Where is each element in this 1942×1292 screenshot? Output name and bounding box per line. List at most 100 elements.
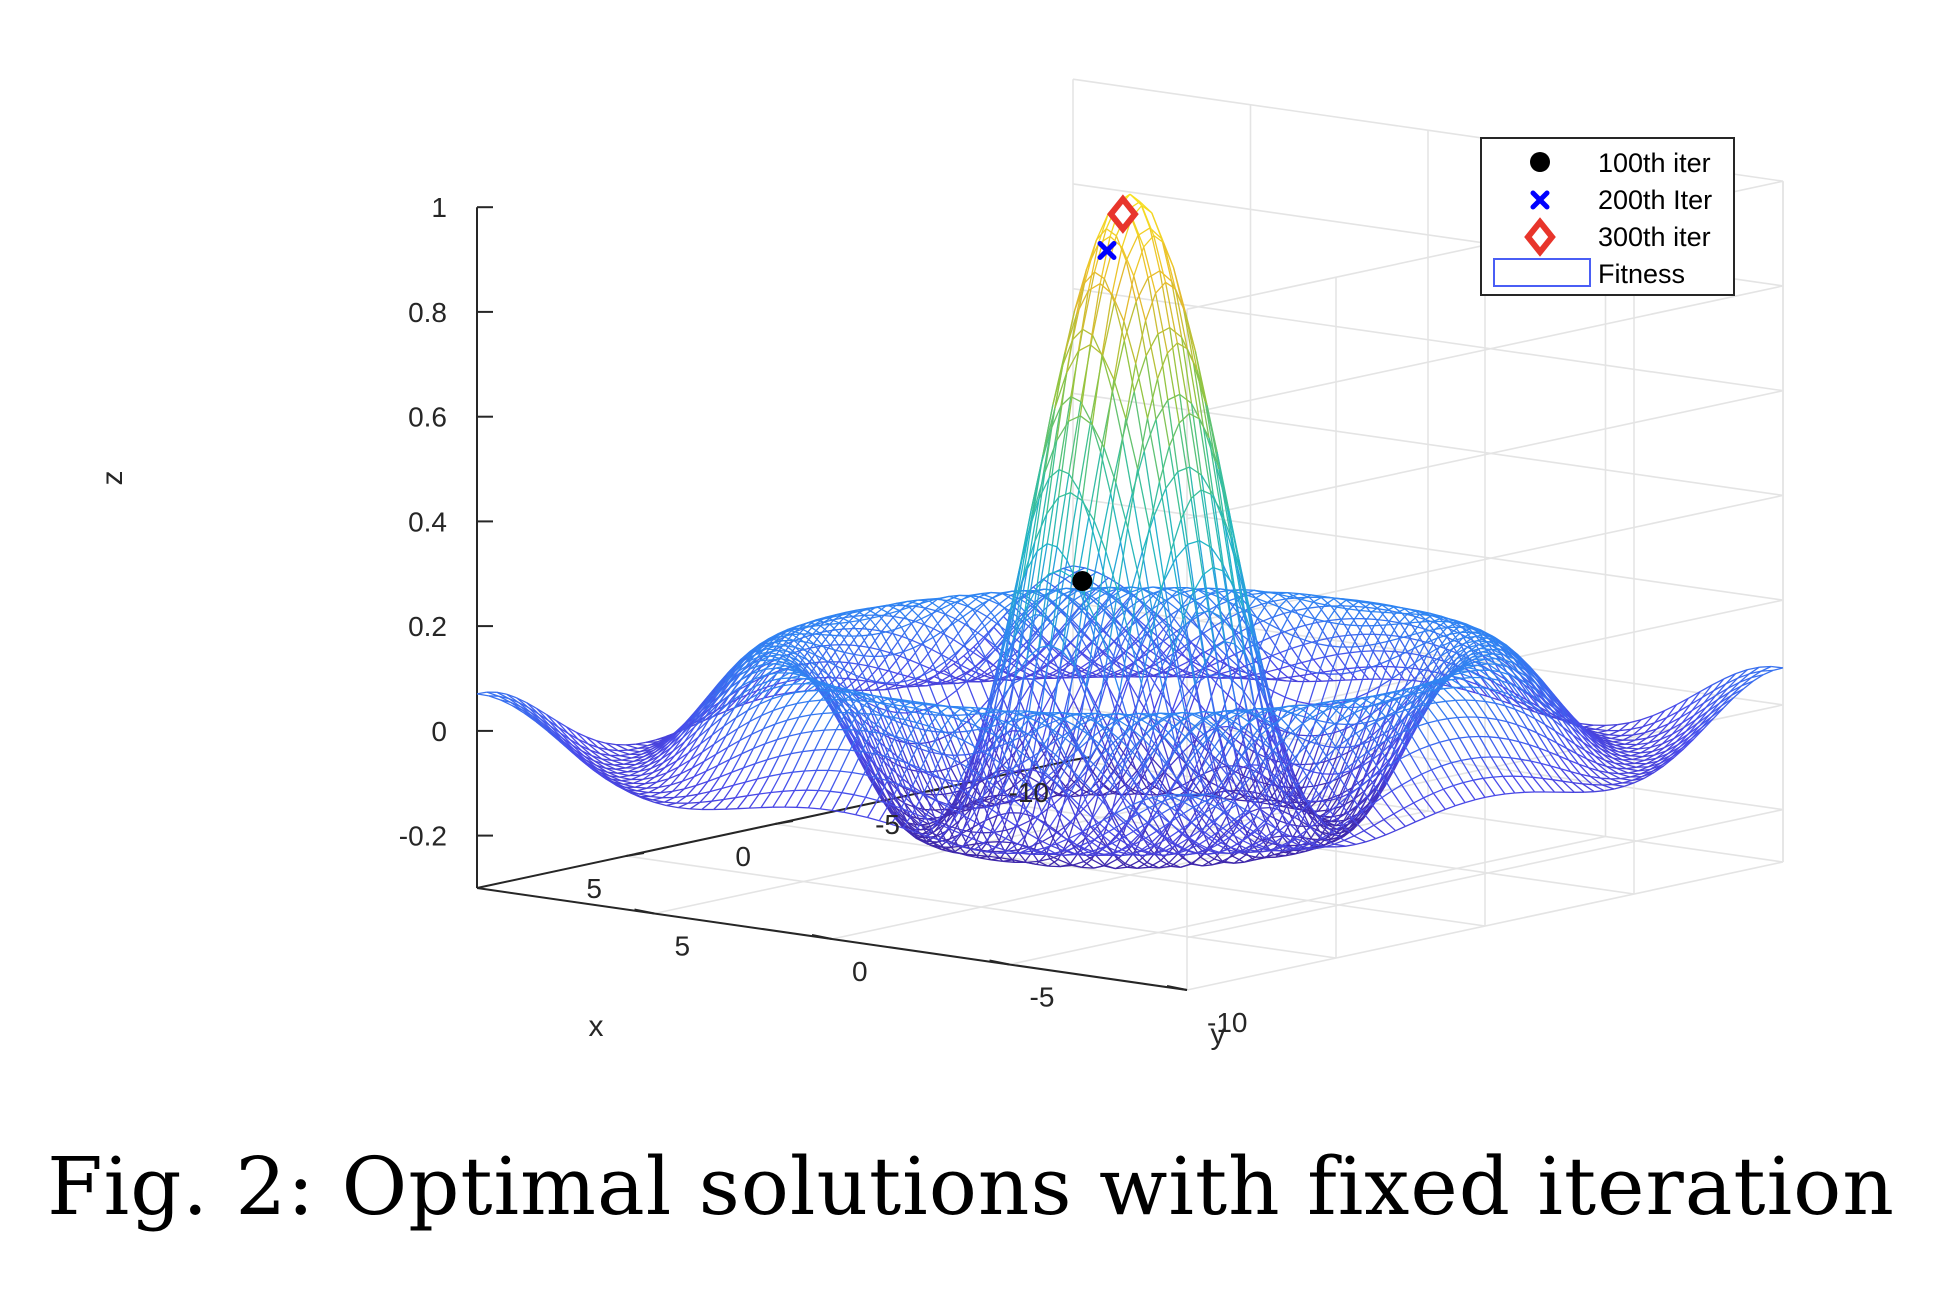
mesh-line — [1454, 619, 1466, 626]
mesh-line — [1324, 757, 1337, 763]
mesh-line — [1566, 747, 1578, 755]
mesh-line — [1693, 702, 1705, 716]
mesh-line — [1739, 676, 1752, 683]
mesh-line — [1582, 783, 1595, 793]
mesh-line — [1409, 621, 1422, 624]
mesh-line — [1671, 726, 1685, 735]
mesh-line — [1661, 757, 1675, 766]
mesh-line — [1421, 773, 1434, 794]
mesh-line — [1415, 817, 1426, 823]
mesh-line — [1578, 728, 1592, 744]
mesh-line — [1058, 469, 1070, 475]
mesh-line — [1267, 593, 1278, 603]
mesh-line — [1456, 717, 1470, 738]
mesh-line — [1574, 743, 1588, 760]
mesh-line — [1566, 748, 1580, 765]
mesh-line — [1491, 678, 1502, 682]
mesh-line — [1487, 717, 1498, 721]
mesh-line — [1530, 694, 1544, 713]
mesh-line — [1298, 803, 1309, 815]
mesh-line — [1499, 737, 1510, 741]
mesh-line — [1429, 612, 1440, 619]
mesh-line — [1429, 670, 1442, 675]
mesh-line — [1300, 704, 1312, 710]
mesh-line — [1316, 642, 1329, 647]
mesh-line — [1103, 379, 1115, 448]
mesh-line — [1304, 747, 1318, 767]
mesh-line — [1410, 621, 1422, 636]
mesh-line — [1512, 695, 1526, 715]
mesh-line — [1328, 645, 1341, 648]
mesh-line — [1391, 670, 1404, 680]
mesh-line — [1283, 609, 1296, 615]
mesh-line — [1598, 770, 1611, 780]
mesh-line — [1439, 739, 1450, 743]
mesh-line — [1604, 759, 1617, 769]
mesh-line — [1749, 670, 1762, 675]
mesh-line — [1338, 792, 1352, 818]
mesh-line — [1608, 772, 1621, 780]
mesh-line — [1343, 671, 1355, 702]
mesh-line — [1490, 680, 1504, 688]
mesh-line — [1617, 722, 1630, 726]
mesh-line — [1361, 752, 1375, 765]
mesh-line — [1713, 678, 1725, 691]
mesh-line — [1413, 797, 1424, 804]
mesh-line — [1360, 651, 1372, 668]
mesh-line — [1189, 466, 1202, 476]
mesh-line — [1483, 654, 1496, 660]
mesh-line — [1423, 689, 1435, 693]
mesh-line — [1711, 678, 1725, 686]
mesh-line — [1309, 819, 1321, 829]
mesh-line — [1346, 803, 1360, 826]
mesh-line — [1364, 704, 1375, 710]
mesh-line — [1072, 565, 1085, 569]
mesh-line — [1477, 664, 1490, 671]
mesh-line — [1534, 677, 1548, 695]
mesh-line — [1208, 587, 1221, 590]
mesh-line — [1325, 653, 1338, 658]
mesh-line — [1739, 673, 1750, 683]
mesh-line — [1520, 758, 1534, 778]
mesh-line — [1449, 737, 1460, 741]
mesh-line — [1368, 694, 1381, 707]
mesh-line — [1327, 831, 1338, 838]
mesh-line — [1586, 732, 1598, 742]
mesh-line — [1382, 604, 1395, 608]
mesh-line — [1416, 664, 1430, 677]
mesh-line — [1658, 728, 1671, 736]
mesh-line — [1338, 623, 1351, 626]
mesh-line — [1303, 640, 1316, 646]
mesh-line — [1392, 678, 1405, 681]
mesh-line — [1450, 631, 1462, 643]
mesh-line — [1382, 666, 1394, 680]
mesh-line — [1365, 643, 1377, 670]
mesh-line — [1624, 763, 1637, 768]
x-tick-mark — [625, 852, 645, 857]
mesh-line — [1431, 657, 1443, 674]
mesh-line — [1127, 527, 1141, 581]
mesh-line — [1369, 778, 1383, 798]
mesh-line — [1427, 719, 1438, 724]
mesh-line — [1340, 769, 1354, 798]
mesh-line — [1415, 610, 1427, 621]
mesh-line — [1342, 671, 1355, 675]
mesh-line — [1771, 665, 1784, 669]
mesh-line — [1367, 664, 1379, 693]
mesh-line — [1265, 671, 1277, 680]
mesh-line — [1610, 778, 1623, 784]
mesh-line — [1727, 677, 1739, 689]
mesh-line — [1576, 753, 1590, 769]
mesh-line — [1350, 634, 1362, 652]
mesh-line — [1486, 717, 1500, 739]
mesh-line — [1448, 663, 1461, 676]
mesh-line — [1360, 695, 1373, 699]
mesh-line — [1292, 730, 1306, 748]
mesh-line — [1572, 781, 1583, 785]
mesh-line — [1485, 658, 1498, 665]
mesh-line — [1433, 688, 1444, 691]
mesh-line — [1668, 717, 1681, 725]
mesh-line — [1285, 598, 1296, 611]
y-tick-mark — [1166, 985, 1188, 991]
mesh-line — [1290, 768, 1304, 796]
